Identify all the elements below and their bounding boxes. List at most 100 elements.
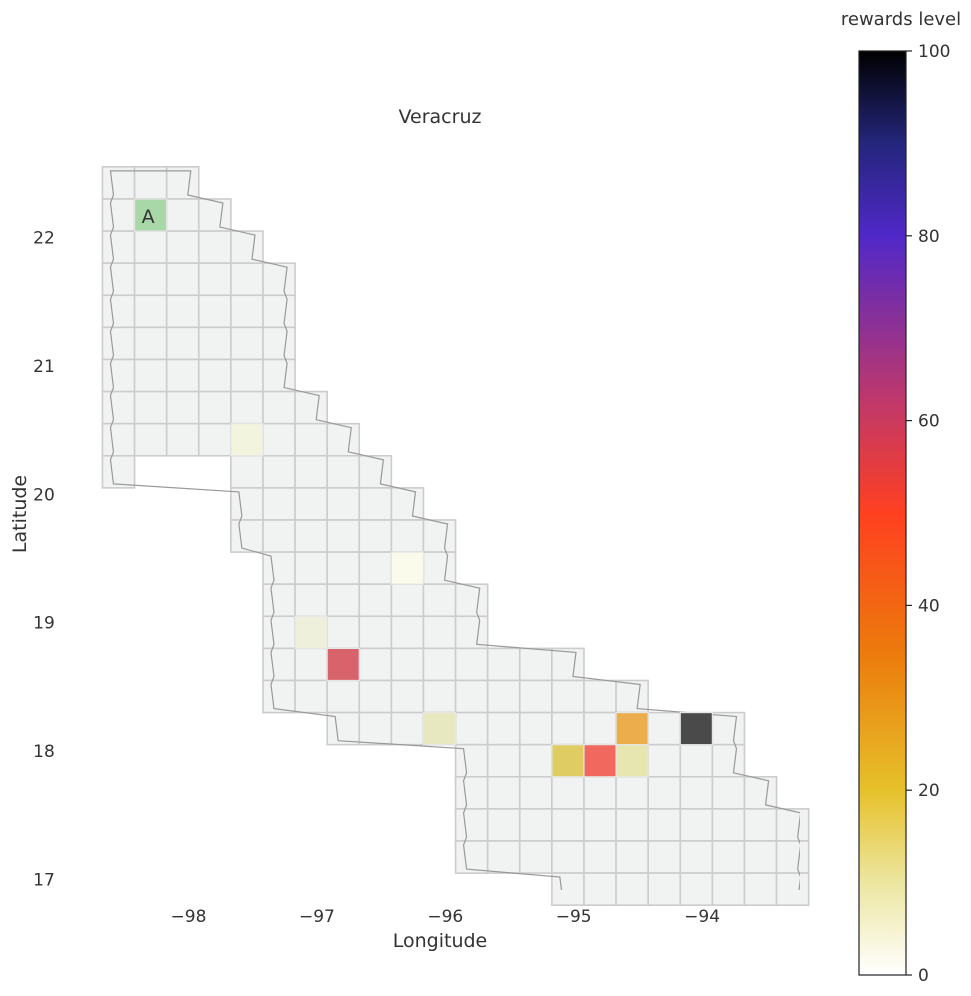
grid-cell — [422, 551, 457, 585]
grid-cell — [262, 422, 296, 457]
grid-cell — [326, 422, 361, 457]
grid-cell — [711, 743, 746, 778]
y-tick-label: 22 — [33, 229, 55, 249]
grid-cell — [101, 166, 136, 200]
grid-cell — [551, 711, 585, 746]
highlight-cell — [390, 551, 425, 585]
grid-cell — [551, 679, 585, 714]
grid-cell — [551, 775, 585, 810]
grid-cell — [583, 711, 617, 746]
grid-cell — [454, 808, 489, 842]
grid-cell — [358, 551, 393, 585]
highlight-cell — [679, 711, 713, 746]
grid-cell — [775, 808, 810, 842]
grid-cell — [133, 326, 168, 361]
grid-cell — [133, 262, 168, 297]
grid-cell — [326, 583, 361, 618]
grid-cell — [743, 775, 778, 810]
grid-cell — [358, 454, 393, 489]
grid-cell — [326, 679, 361, 714]
grid-cell — [358, 487, 393, 521]
grid-cell — [165, 166, 200, 200]
grid-cell — [230, 519, 264, 553]
x-axis-ticks: −98 −97 −96 −95 −94 — [171, 907, 720, 927]
grid-cell — [743, 840, 778, 874]
grid-cell — [294, 551, 328, 585]
y-tick-label: 21 — [33, 357, 55, 377]
grid-cell — [390, 711, 425, 746]
grid-cell — [486, 679, 521, 714]
grid-cell — [165, 294, 200, 329]
grid-cell — [583, 679, 617, 714]
grid-cell — [743, 872, 778, 906]
grid-cell — [775, 872, 810, 906]
grid-cell — [647, 808, 682, 842]
grid-cell — [615, 808, 649, 842]
grid-cell — [454, 775, 489, 810]
grid-cell — [262, 390, 296, 425]
grid-cell — [326, 487, 361, 521]
grid-cell — [262, 551, 296, 585]
y-tick-label: 20 — [33, 485, 55, 505]
colorbar-tick-label: 40 — [918, 596, 940, 616]
grid-cell — [262, 326, 296, 361]
highlight-cell — [583, 744, 617, 778]
grid-cell — [294, 422, 328, 457]
grid-cell — [133, 358, 168, 393]
grid-cell — [390, 615, 425, 650]
grid-cell — [101, 422, 136, 457]
grid-cell — [133, 230, 168, 264]
grid-cell — [551, 808, 585, 842]
grid-cell — [518, 743, 553, 778]
colorbar-tick-label: 100 — [918, 42, 950, 62]
grid-cell — [551, 872, 585, 906]
grid-cell — [518, 808, 553, 842]
grid-cell — [390, 519, 425, 553]
grid-cell — [486, 840, 521, 874]
grid-cell — [583, 872, 617, 906]
grid-cell — [454, 743, 489, 778]
grid-cell — [326, 454, 361, 489]
highlight-cell — [133, 198, 168, 232]
colorbar-label: rewards level — [841, 9, 961, 30]
grid-cell — [133, 390, 168, 425]
grid-cell — [679, 872, 714, 906]
y-tick-label: 18 — [33, 742, 55, 762]
grid-cell — [294, 390, 328, 425]
colorbar-tick-label: 20 — [918, 781, 940, 801]
grid-cell — [262, 487, 296, 521]
grid-cell — [197, 358, 232, 393]
grid-cell — [711, 775, 746, 810]
grid-cell — [165, 198, 200, 232]
grid-cell — [647, 743, 682, 778]
grid-cell — [294, 487, 328, 521]
grid-cell — [197, 422, 232, 457]
grid-cell — [230, 358, 264, 393]
grid-cell — [518, 647, 553, 682]
grid-cell — [326, 519, 361, 553]
grid-cell — [133, 166, 168, 200]
map-title: Veracruz — [399, 106, 482, 128]
highlight-cell — [551, 744, 585, 778]
grid-cell — [165, 390, 200, 425]
highlight-cell — [615, 711, 649, 746]
grid-cell — [711, 711, 746, 746]
grid-cell — [294, 454, 328, 489]
grid-cell — [486, 711, 521, 746]
grid-cell — [197, 326, 232, 361]
grid-cell — [358, 679, 393, 714]
grid-cell — [197, 198, 232, 232]
grid-cell — [101, 454, 136, 489]
colorbar-tick-label: 0 — [918, 966, 929, 986]
grid-cell — [486, 743, 521, 778]
grid-cell — [101, 230, 136, 264]
grid-cell — [390, 647, 425, 682]
grid-cell — [262, 615, 296, 650]
x-axis-label: Longitude — [393, 930, 488, 952]
colorbar-ticks: 0 20 40 60 80 100 — [906, 42, 950, 986]
grid-cell — [518, 840, 553, 874]
grid-cell — [454, 840, 489, 874]
grid-cell — [197, 230, 232, 264]
grid-cell — [486, 775, 521, 810]
